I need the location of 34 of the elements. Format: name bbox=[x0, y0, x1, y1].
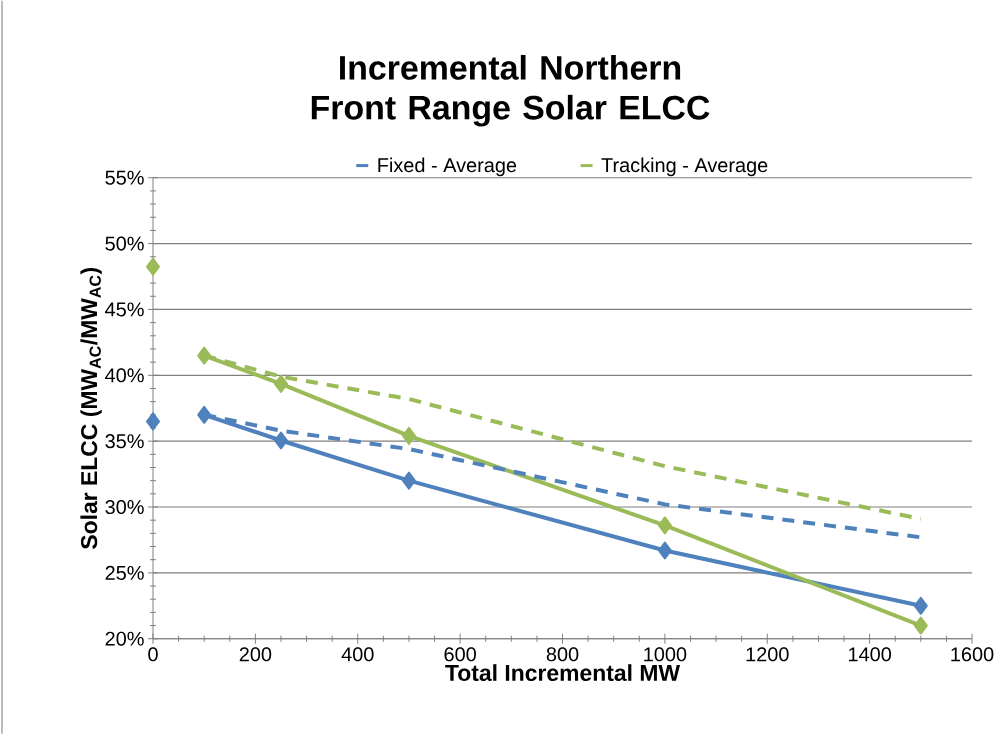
y-tick-label: 55% bbox=[105, 170, 144, 185]
point bbox=[913, 596, 928, 615]
x-tick-label: 1600 bbox=[951, 647, 994, 662]
point bbox=[657, 541, 672, 560]
y-tick-label: 35% bbox=[105, 433, 144, 448]
point bbox=[146, 412, 161, 431]
y-tick-label: 40% bbox=[105, 368, 144, 383]
x-tick-label: 0 bbox=[148, 647, 158, 662]
x-tick-label: 1200 bbox=[746, 647, 789, 662]
point bbox=[401, 426, 416, 445]
x-tick-label: 1400 bbox=[848, 647, 892, 662]
point bbox=[197, 405, 212, 424]
point bbox=[146, 257, 161, 276]
x-tick-label: 600 bbox=[444, 647, 476, 662]
point bbox=[273, 374, 288, 393]
y-tick-label: 50% bbox=[105, 236, 144, 251]
y-tick-label: 30% bbox=[105, 499, 144, 514]
x-tick-label: 400 bbox=[341, 647, 374, 662]
x-tick-label: 1000 bbox=[644, 647, 687, 662]
point bbox=[273, 431, 288, 450]
y-tick-label: 45% bbox=[105, 302, 144, 317]
legend-label: Fixed - Average bbox=[378, 157, 517, 176]
x-tick-label: 800 bbox=[546, 647, 579, 662]
point bbox=[657, 516, 672, 535]
x-tick-label: 200 bbox=[239, 647, 272, 662]
legend-label: Tracking - Average bbox=[601, 157, 768, 176]
point bbox=[197, 346, 212, 365]
y-tick-label: 25% bbox=[105, 565, 144, 580]
x-axis-title: Total Incremental MW bbox=[445, 663, 681, 681]
y-axis-title: Solar ELCC (MW$_{AC}$/MW$_{AC}$) bbox=[80, 267, 102, 549]
y-tick-label: 20% bbox=[105, 631, 144, 646]
point bbox=[401, 471, 416, 490]
chart-title: Incremental Northern Front Range Solar ELCC bbox=[311, 54, 710, 127]
point bbox=[913, 616, 928, 635]
